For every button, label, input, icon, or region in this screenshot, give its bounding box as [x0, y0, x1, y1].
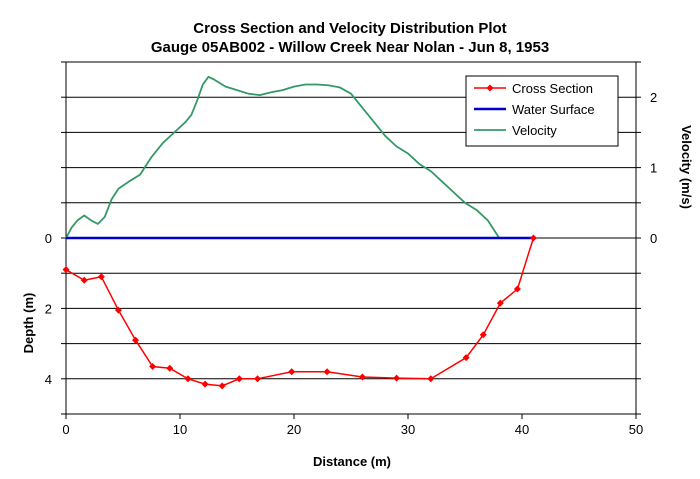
cross-section-point — [323, 368, 331, 376]
legend-marker — [486, 84, 494, 92]
cross-section-point — [80, 276, 88, 284]
cross-section-point — [496, 299, 504, 307]
cross-section-point — [184, 375, 192, 383]
chart-subtitle: Gauge 05AB002 - Willow Creek Near Nolan … — [151, 39, 549, 56]
legend-label: Velocity — [512, 123, 557, 138]
x-axis-label: Distance (m) — [313, 454, 391, 469]
y-right-tick-label: 2 — [650, 90, 657, 105]
cross-section-point — [166, 364, 174, 372]
y-axis-left-label: Depth (m) — [21, 293, 36, 354]
y-right-tick-label: 0 — [650, 231, 657, 246]
cross-section-point — [462, 354, 470, 362]
legend-label: Water Surface — [512, 102, 595, 117]
cross-section-point — [62, 266, 70, 274]
y-left-tick-label: 0 — [45, 231, 52, 246]
cross-section-point — [114, 306, 122, 314]
y-right-tick-label: 1 — [650, 161, 657, 176]
velocity-line — [65, 75, 511, 239]
x-tick-label: 30 — [401, 422, 415, 437]
cross-section-point — [529, 234, 537, 242]
cross-section-point — [427, 375, 435, 383]
x-tick-label: 40 — [515, 422, 529, 437]
cross-section-point — [479, 331, 487, 339]
cross-section-point — [149, 362, 157, 370]
y-axis-right-label: Velocity (m/s) — [679, 125, 694, 209]
cross-section-point — [393, 374, 401, 382]
cross-section-point — [201, 380, 209, 388]
series-layer — [62, 75, 537, 390]
legend: Cross Section Water Surface Velocity — [465, 75, 619, 147]
cross-section-point — [132, 336, 140, 344]
x-tick-label: 20 — [287, 422, 301, 437]
chart-title: Cross Section and Velocity Distribution … — [193, 20, 506, 37]
y-left-tick-label: 2 — [45, 301, 52, 316]
cross-section-line — [65, 237, 535, 387]
x-tick-label: 0 — [62, 422, 69, 437]
cross-section-point — [288, 368, 296, 376]
cross-section-point — [235, 375, 243, 383]
legend-label: Cross Section — [512, 81, 593, 96]
cross-section-point — [513, 285, 521, 293]
y-left-tick-label: 4 — [45, 372, 52, 387]
cross-section-point — [218, 382, 226, 390]
cross-section-point — [254, 375, 262, 383]
cross-section-point — [358, 373, 366, 381]
cross-section-point — [97, 273, 105, 281]
x-tick-label: 10 — [173, 422, 187, 437]
x-tick-label: 50 — [629, 422, 643, 437]
